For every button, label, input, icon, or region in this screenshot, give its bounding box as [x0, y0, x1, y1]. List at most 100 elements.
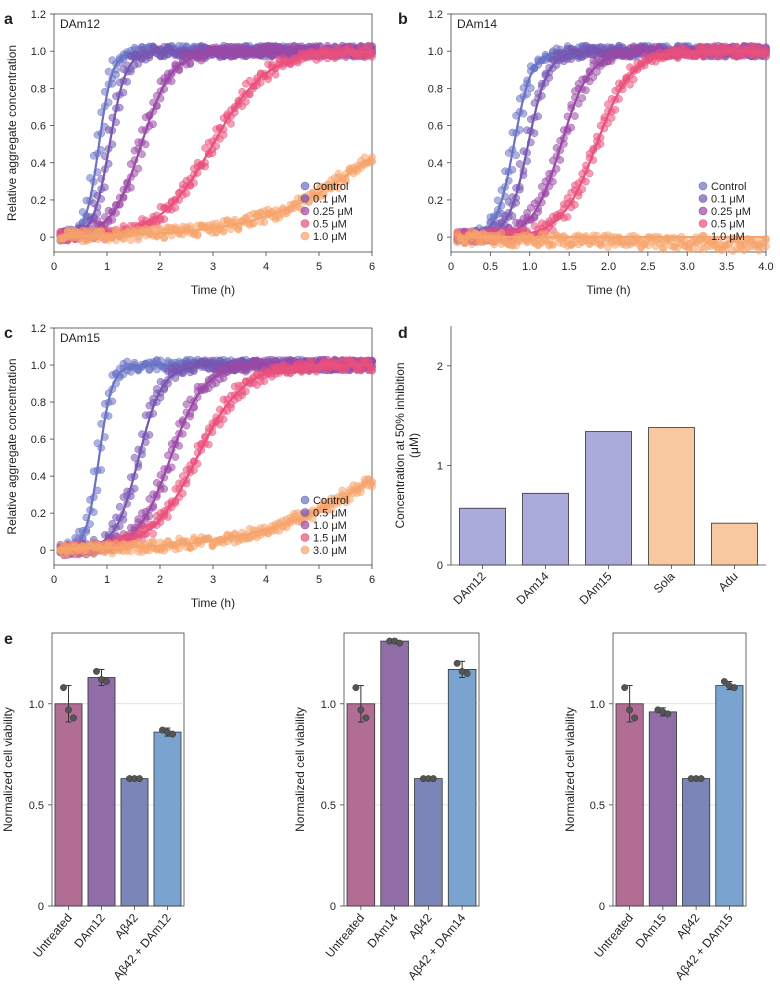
data-point — [710, 42, 719, 51]
data-point — [673, 243, 682, 252]
data-point — [578, 94, 587, 102]
panel-letter-b: b — [398, 11, 408, 28]
y-tick-label: 0.5 — [590, 800, 605, 812]
x-tick-label: 3 — [210, 261, 216, 273]
panel-a-kinetics-chart: 0 1 2 3 4 5 6 0 0.2 0.4 0.6 0.8 1.0 1.2 Time (h) Relati… — [5, 9, 376, 297]
legend-label: Control — [313, 495, 348, 507]
x-tick-label: 1 — [104, 261, 110, 273]
data-point — [219, 374, 228, 382]
legend-label: 0.5 μM — [313, 219, 347, 231]
data-point — [508, 241, 517, 250]
replicate-point — [664, 710, 672, 718]
data-point — [267, 52, 276, 61]
legend-label: Control — [711, 181, 746, 193]
x-tick-label: Untreated — [323, 911, 368, 960]
data-point — [127, 547, 135, 555]
y-tick-label: 0 — [437, 232, 443, 244]
x-tick-label: Sola — [651, 569, 678, 596]
data-point — [264, 75, 272, 83]
data-point — [312, 367, 321, 376]
x-tick-label: 0 — [51, 261, 57, 273]
data-point — [149, 120, 157, 129]
panel-b-kinetics-chart: 0 0.5 1.0 1.5 2.0 2.5 3.0 3.5 4.0 0 0.2 0.4 0.6 0.8 1.… — [428, 9, 774, 297]
x-tick-label: 2 — [157, 574, 163, 586]
bar-1 — [648, 711, 677, 907]
data-point — [160, 485, 169, 493]
data-point — [644, 241, 653, 250]
replicate-point — [621, 684, 629, 692]
data-point — [134, 164, 143, 173]
data-point — [563, 213, 572, 221]
panel-letter-a: a — [4, 11, 13, 28]
y-axis-label-line1: Concentration at 50% inhibition — [393, 362, 407, 528]
fit-curve-3 — [457, 50, 766, 239]
data-point — [204, 440, 213, 449]
data-point — [230, 51, 239, 60]
bar-3 — [153, 731, 182, 907]
panel-e2-viability-chart: 0 0.5 1.0 Normalized cell viability Untreate… — [293, 632, 480, 983]
y-tick-label: 1.0 — [29, 699, 44, 711]
y-tick-label: 0.6 — [31, 121, 46, 133]
data-point — [242, 97, 250, 106]
x-tick-label: Untreated — [591, 911, 636, 960]
data-point — [127, 183, 135, 192]
legend-marker — [698, 194, 708, 203]
data-point — [490, 240, 498, 249]
x-axis-label: Time (h) — [191, 596, 235, 610]
data-point — [754, 246, 763, 255]
bar-0 — [615, 703, 644, 907]
x-tick-label: 0.5 — [483, 261, 498, 273]
legend-marker — [698, 231, 708, 241]
panel-d-ic50-bar-chart: 0 1 2 Concentration at 50% inhibition(μM) DA… — [393, 326, 766, 607]
data-point — [108, 216, 117, 224]
legend-label: 0.25 μM — [711, 206, 751, 218]
data-point — [275, 43, 284, 52]
legend-label: 0.1 μM — [711, 194, 745, 206]
x-tick-label: 3.5 — [719, 261, 734, 273]
y-tick-label: 0.6 — [428, 121, 443, 133]
data-point — [108, 549, 117, 558]
data-point — [201, 144, 209, 152]
data-point — [460, 239, 469, 248]
data-point — [260, 218, 269, 227]
x-tick-label: DAm12 — [450, 569, 488, 607]
panel-letter-c: c — [4, 325, 13, 342]
x-tick-label: 0 — [448, 261, 454, 273]
data-point — [567, 241, 576, 249]
y-tick-label: 0.4 — [31, 471, 46, 483]
x-tick-label: 1.0 — [522, 261, 537, 273]
bar-dam12 — [459, 507, 506, 566]
data-point — [227, 119, 235, 128]
data-point — [334, 184, 343, 192]
data-point — [345, 42, 354, 51]
y-tick-label: 0.6 — [31, 434, 46, 446]
data-point — [186, 222, 195, 230]
legend-marker — [300, 219, 310, 228]
data-point — [368, 482, 376, 491]
legend-marker — [300, 508, 310, 517]
replicate-point — [70, 714, 77, 722]
y-tick-label: 0.5 — [321, 800, 336, 812]
bar-2 — [682, 778, 711, 907]
x-tick-label: 1 — [104, 574, 110, 586]
data-point — [127, 368, 135, 376]
data-point — [145, 431, 154, 439]
y-axis-label: Relative aggregate concentration — [5, 45, 19, 221]
data-point — [134, 235, 143, 244]
data-point — [201, 162, 209, 171]
replicate-point — [396, 639, 404, 647]
data-point — [230, 215, 239, 224]
legend-label: 1.0 μM — [711, 231, 745, 243]
replicate-point — [463, 669, 471, 677]
y-tick-label: 0.4 — [428, 158, 443, 170]
replicate-point — [352, 684, 360, 692]
data-point — [186, 543, 195, 552]
data-point — [571, 200, 579, 209]
y-tick-label: 0.2 — [31, 508, 46, 520]
legend-label: 1.0 μM — [313, 520, 347, 532]
data-point — [219, 538, 228, 547]
panel-c-kinetics-chart: 0 1 2 3 4 5 6 0 0.2 0.4 0.6 0.8 1.0 1.2 Time (h) Relati… — [5, 323, 376, 610]
data-point — [260, 377, 269, 385]
data-point — [714, 52, 723, 60]
